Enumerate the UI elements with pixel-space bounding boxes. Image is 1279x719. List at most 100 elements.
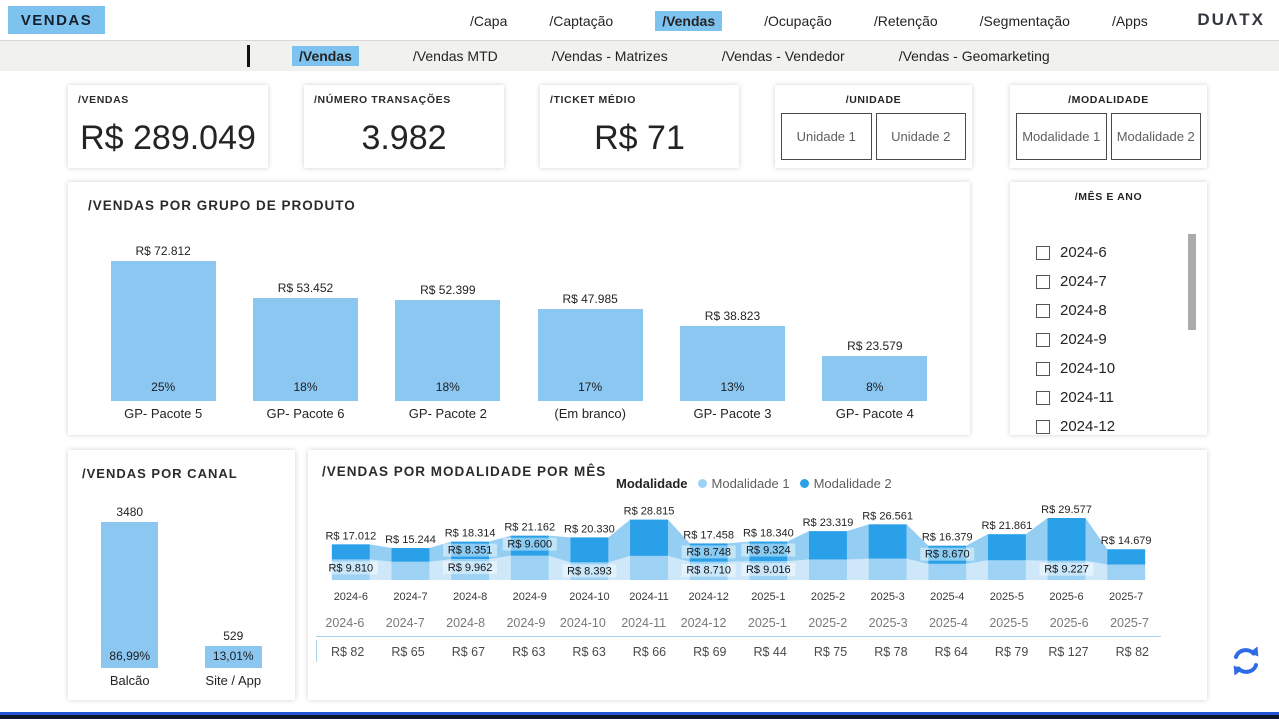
bar[interactable]: 25% [110, 261, 216, 401]
modalidade-option[interactable]: Modalidade 2 [1110, 113, 1201, 160]
bar[interactable]: 18% [252, 298, 358, 401]
subnav-item--vendas-vendedor[interactable]: /Vendas - Vendedor [721, 48, 845, 64]
checkbox-icon [1036, 274, 1050, 289]
legend-item[interactable]: Modalidade 2 [799, 476, 892, 491]
modalidade-option[interactable]: Modalidade 1 [1016, 113, 1107, 160]
table-value-cell: R$ 82 [330, 645, 365, 659]
svg-text:R$ 21.861: R$ 21.861 [982, 520, 1033, 532]
table-header-cell: 2024-6 [316, 612, 377, 637]
bar-category-label: GP- Pacote 5 [124, 406, 203, 421]
subnav-item--vendas-mtd[interactable]: /Vendas MTD [412, 48, 498, 64]
svg-text:R$ 8.748: R$ 8.748 [686, 546, 731, 558]
bottom-accent-bar [0, 712, 1279, 719]
bar-column: R$ 53.452 18% GP- Pacote 6 [234, 228, 376, 423]
subnav-item--vendas[interactable]: /Vendas [292, 46, 359, 66]
checkbox-icon [1036, 245, 1050, 260]
kpi-card-vendas: /VENDAS R$ 289.049 [68, 85, 268, 168]
kpi-label: /NÚMERO TRANSAÇÕES [314, 94, 451, 106]
svg-text:R$ 28.815: R$ 28.815 [624, 506, 675, 518]
table-header-cell: 2025-7 [1100, 612, 1161, 637]
svg-text:R$ 8.351: R$ 8.351 [448, 545, 493, 557]
table-header-cell: 2025-1 [738, 612, 799, 637]
duatx-logo: DUΛTX [1197, 10, 1265, 29]
table-value-cell: R$ 69 [693, 645, 727, 659]
svg-text:R$ 17.012: R$ 17.012 [325, 530, 376, 542]
refresh-button[interactable] [1226, 642, 1266, 682]
mes-ano-option[interactable]: 2024-12 [1036, 412, 1181, 435]
legend-dot-icon [799, 479, 809, 488]
subnav-item--vendas-matrizes[interactable]: /Vendas - Matrizes [551, 48, 668, 64]
svg-text:2024-11: 2024-11 [629, 591, 669, 603]
table-value-cell: R$ 127 [1048, 645, 1089, 659]
nav-item-ocupao[interactable]: /Ocupação [764, 12, 832, 29]
nav-item-segmentao[interactable]: /Segmentação [979, 12, 1070, 29]
mes-ano-option[interactable]: 2024-6 [1036, 238, 1181, 267]
svg-text:R$ 14.679: R$ 14.679 [1101, 535, 1152, 547]
svg-text:R$ 21.162: R$ 21.162 [504, 522, 555, 534]
bar-category-label: GP- Pacote 6 [266, 406, 345, 421]
nav-item-capa[interactable]: /Capa [470, 12, 508, 29]
svg-text:2024-6: 2024-6 [334, 591, 368, 603]
bar[interactable]: 18% [395, 300, 501, 401]
table-value-cell: R$ 64 [934, 645, 968, 659]
slicer-title: /UNIDADE [845, 94, 902, 106]
kpi-value: R$ 289.049 [80, 119, 256, 157]
mes-ano-option[interactable]: 2024-11 [1036, 383, 1181, 412]
bar[interactable]: 17% [537, 309, 643, 401]
mes-ano-option[interactable]: 2024-10 [1036, 354, 1181, 383]
bar-column: 529 13,01% Site / App [182, 494, 286, 690]
bar-value-label: R$ 72.812 [135, 244, 191, 258]
bar-column: R$ 52.399 18% GP- Pacote 2 [377, 228, 519, 423]
mes-ano-option[interactable]: 2024-7 [1036, 267, 1181, 296]
kpi-card-numero-transacoes: /NÚMERO TRANSAÇÕES 3.982 [304, 85, 504, 168]
svg-text:R$ 29.577: R$ 29.577 [1041, 504, 1092, 516]
mes-ano-option[interactable]: 2024-9 [1036, 325, 1181, 354]
kpi-value: 3.982 [361, 119, 447, 157]
sub-nav: /Vendas/Vendas MTD/Vendas - Matrizes/Ven… [292, 41, 1050, 71]
svg-text:2025-3: 2025-3 [870, 591, 904, 603]
legend-item[interactable]: Modalidade 1 [697, 476, 790, 491]
nav-item-captao[interactable]: /Captação [549, 12, 614, 29]
table-value-cell: R$ 63 [572, 645, 606, 659]
checkbox-label: 2024-10 [1060, 360, 1116, 377]
bar[interactable]: 13% [679, 326, 785, 401]
unidade-option[interactable]: Unidade 1 [781, 113, 872, 160]
legend-dot-icon [697, 479, 707, 488]
nav-item-reteno[interactable]: /Retenção [873, 12, 938, 29]
grupo-bars: R$ 72.812 25% GP- Pacote 5 R$ 53.452 18% GP- … [92, 228, 946, 423]
bar-value-label: R$ 47.985 [562, 292, 618, 306]
subnav-item--vendas-geomarketing[interactable]: /Vendas - Geomarketing [898, 48, 1050, 64]
slicer-mes-e-ano: /MÊS E ANO 2024-6 2024-7 2024-8 2024-9 2024-… [1010, 182, 1207, 435]
subnav-tick [247, 45, 250, 67]
bar-column: 3480 86,99% Balcão [78, 494, 182, 690]
bar[interactable]: 8% [822, 356, 928, 401]
bar-pct-label: 25% [151, 380, 176, 394]
bar-value-label: R$ 38.823 [704, 309, 761, 323]
table-value-cell: R$ 82 [1115, 645, 1149, 659]
svg-text:R$ 17.458: R$ 17.458 [683, 529, 734, 541]
ribbon-chart[interactable]: R$ 17.012 R$ 9.810 2024-6 R$ 15.244 2024-7 R$… [316, 488, 1161, 606]
top-nav: /Capa/Captação/Vendas/Ocupação/Retenção /… [470, 0, 1148, 41]
bar-category-label: GP- Pacote 4 [835, 406, 914, 421]
svg-text:R$ 18.314: R$ 18.314 [445, 528, 496, 540]
svg-text:2024-8: 2024-8 [453, 591, 487, 603]
refresh-icon [1233, 646, 1259, 675]
nav-item-vendas[interactable]: /Vendas [655, 10, 723, 31]
table-header-cell: 2024-12 [678, 612, 739, 637]
bar-category-label: GP- Pacote 2 [408, 406, 487, 421]
modalidade-options: Modalidade 1 Modalidade 2 [1016, 113, 1201, 160]
bar-column: R$ 72.812 25% GP- Pacote 5 [92, 228, 234, 423]
chart-title: /VENDAS POR GRUPO DE PRODUTO [88, 198, 356, 213]
bar[interactable]: 86,99% [101, 522, 159, 668]
svg-text:R$ 15.244: R$ 15.244 [385, 534, 436, 546]
table-value-cell: R$ 67 [451, 645, 486, 659]
bar-pct-label: 86,99% [109, 649, 151, 663]
svg-text:R$ 9.227: R$ 9.227 [1044, 564, 1089, 576]
unidade-option[interactable]: Unidade 2 [875, 113, 966, 160]
mes-ano-option[interactable]: 2024-8 [1036, 296, 1181, 325]
bar[interactable]: 13,01% [204, 646, 262, 668]
nav-item-apps[interactable]: /Apps [1111, 12, 1148, 29]
svg-text:R$ 9.324: R$ 9.324 [746, 545, 791, 557]
legend-label: Modalidade 2 [813, 476, 892, 491]
scrollbar[interactable] [1188, 234, 1196, 330]
